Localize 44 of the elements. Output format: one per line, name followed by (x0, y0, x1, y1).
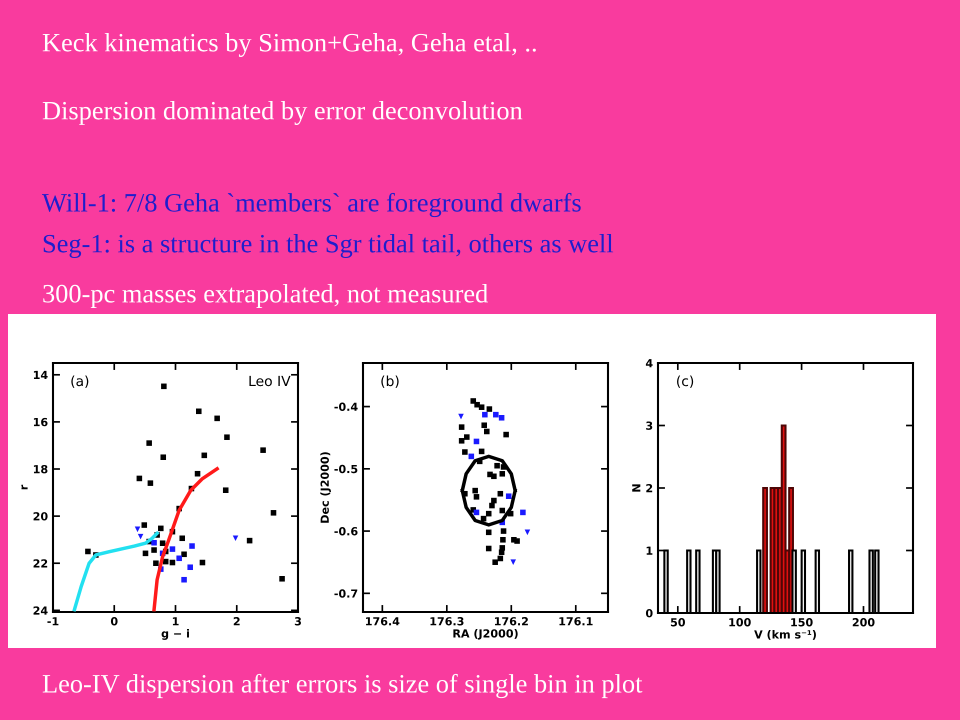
x-axis-title: g − i (162, 629, 189, 640)
x-tick-label: 176.2 (494, 617, 528, 626)
y-axis-title: r (21, 484, 28, 490)
y-tick-label: 0 (646, 608, 653, 618)
x-tick-label: 150 (791, 618, 813, 626)
y-tick-label: 3 (646, 421, 652, 430)
x-tick-label: 0 (110, 617, 118, 626)
y-axis-title: N (632, 484, 640, 492)
y-tick-label: -0.4 (334, 402, 358, 411)
x-tick-label: -1 (47, 617, 58, 626)
y-tick-label: -0.7 (334, 589, 358, 598)
x-tick-label: 176.3 (430, 617, 464, 626)
y-tick-label: 4 (646, 359, 653, 368)
x-tick-label: 50 (670, 618, 686, 626)
text: 300-pc masses extrapolated, not measured (43, 284, 488, 308)
text: Will-1: 7/8 Geha `members` are foreground dwarfs (42, 192, 581, 218)
x-axis-title: RA (J2000) (453, 629, 518, 640)
y-tick-label: -0.5 (334, 464, 358, 474)
y-tick-label: 22 (34, 559, 48, 568)
text: Seg-1: is a structure in the Sgr tidal tail, others as well (44, 234, 614, 258)
y-tick-label: 24 (34, 606, 48, 615)
y-tick-label: -0.6 (334, 527, 358, 536)
x-tick-label: 176.1 (559, 617, 593, 626)
text: Leo-IV dispersion after errors is size of single bin in plot (42, 674, 642, 698)
y-tick-label: 16 (34, 418, 48, 426)
y-axis-title: Dec (J2000) (320, 452, 331, 523)
y-tick-label: 1 (646, 546, 652, 555)
annotation: (c) (677, 376, 694, 388)
annotation: Leo IV (249, 376, 291, 386)
y-tick-label: 18 (34, 464, 48, 474)
text: Dispersion dominated by error deconvolution (42, 100, 522, 126)
annotation: (b) (381, 375, 399, 388)
x-axis-title: V (km s⁻¹) (754, 630, 816, 640)
x-tick-label: 200 (852, 618, 875, 626)
y-tick-label: 14 (34, 370, 48, 379)
y-tick-label: 20 (34, 512, 48, 520)
x-tick-label: 100 (729, 618, 751, 626)
annotation: (a) (71, 375, 88, 388)
text: Keck kinematics by Simon+Geha, Geha etal, .. (42, 32, 536, 58)
x-tick-label: 176.4 (366, 617, 400, 626)
x-tick-label: 3 (294, 617, 301, 626)
y-tick-label: 2 (646, 484, 652, 492)
x-tick-label: 2 (234, 617, 240, 626)
x-tick-label: 1 (172, 617, 179, 626)
